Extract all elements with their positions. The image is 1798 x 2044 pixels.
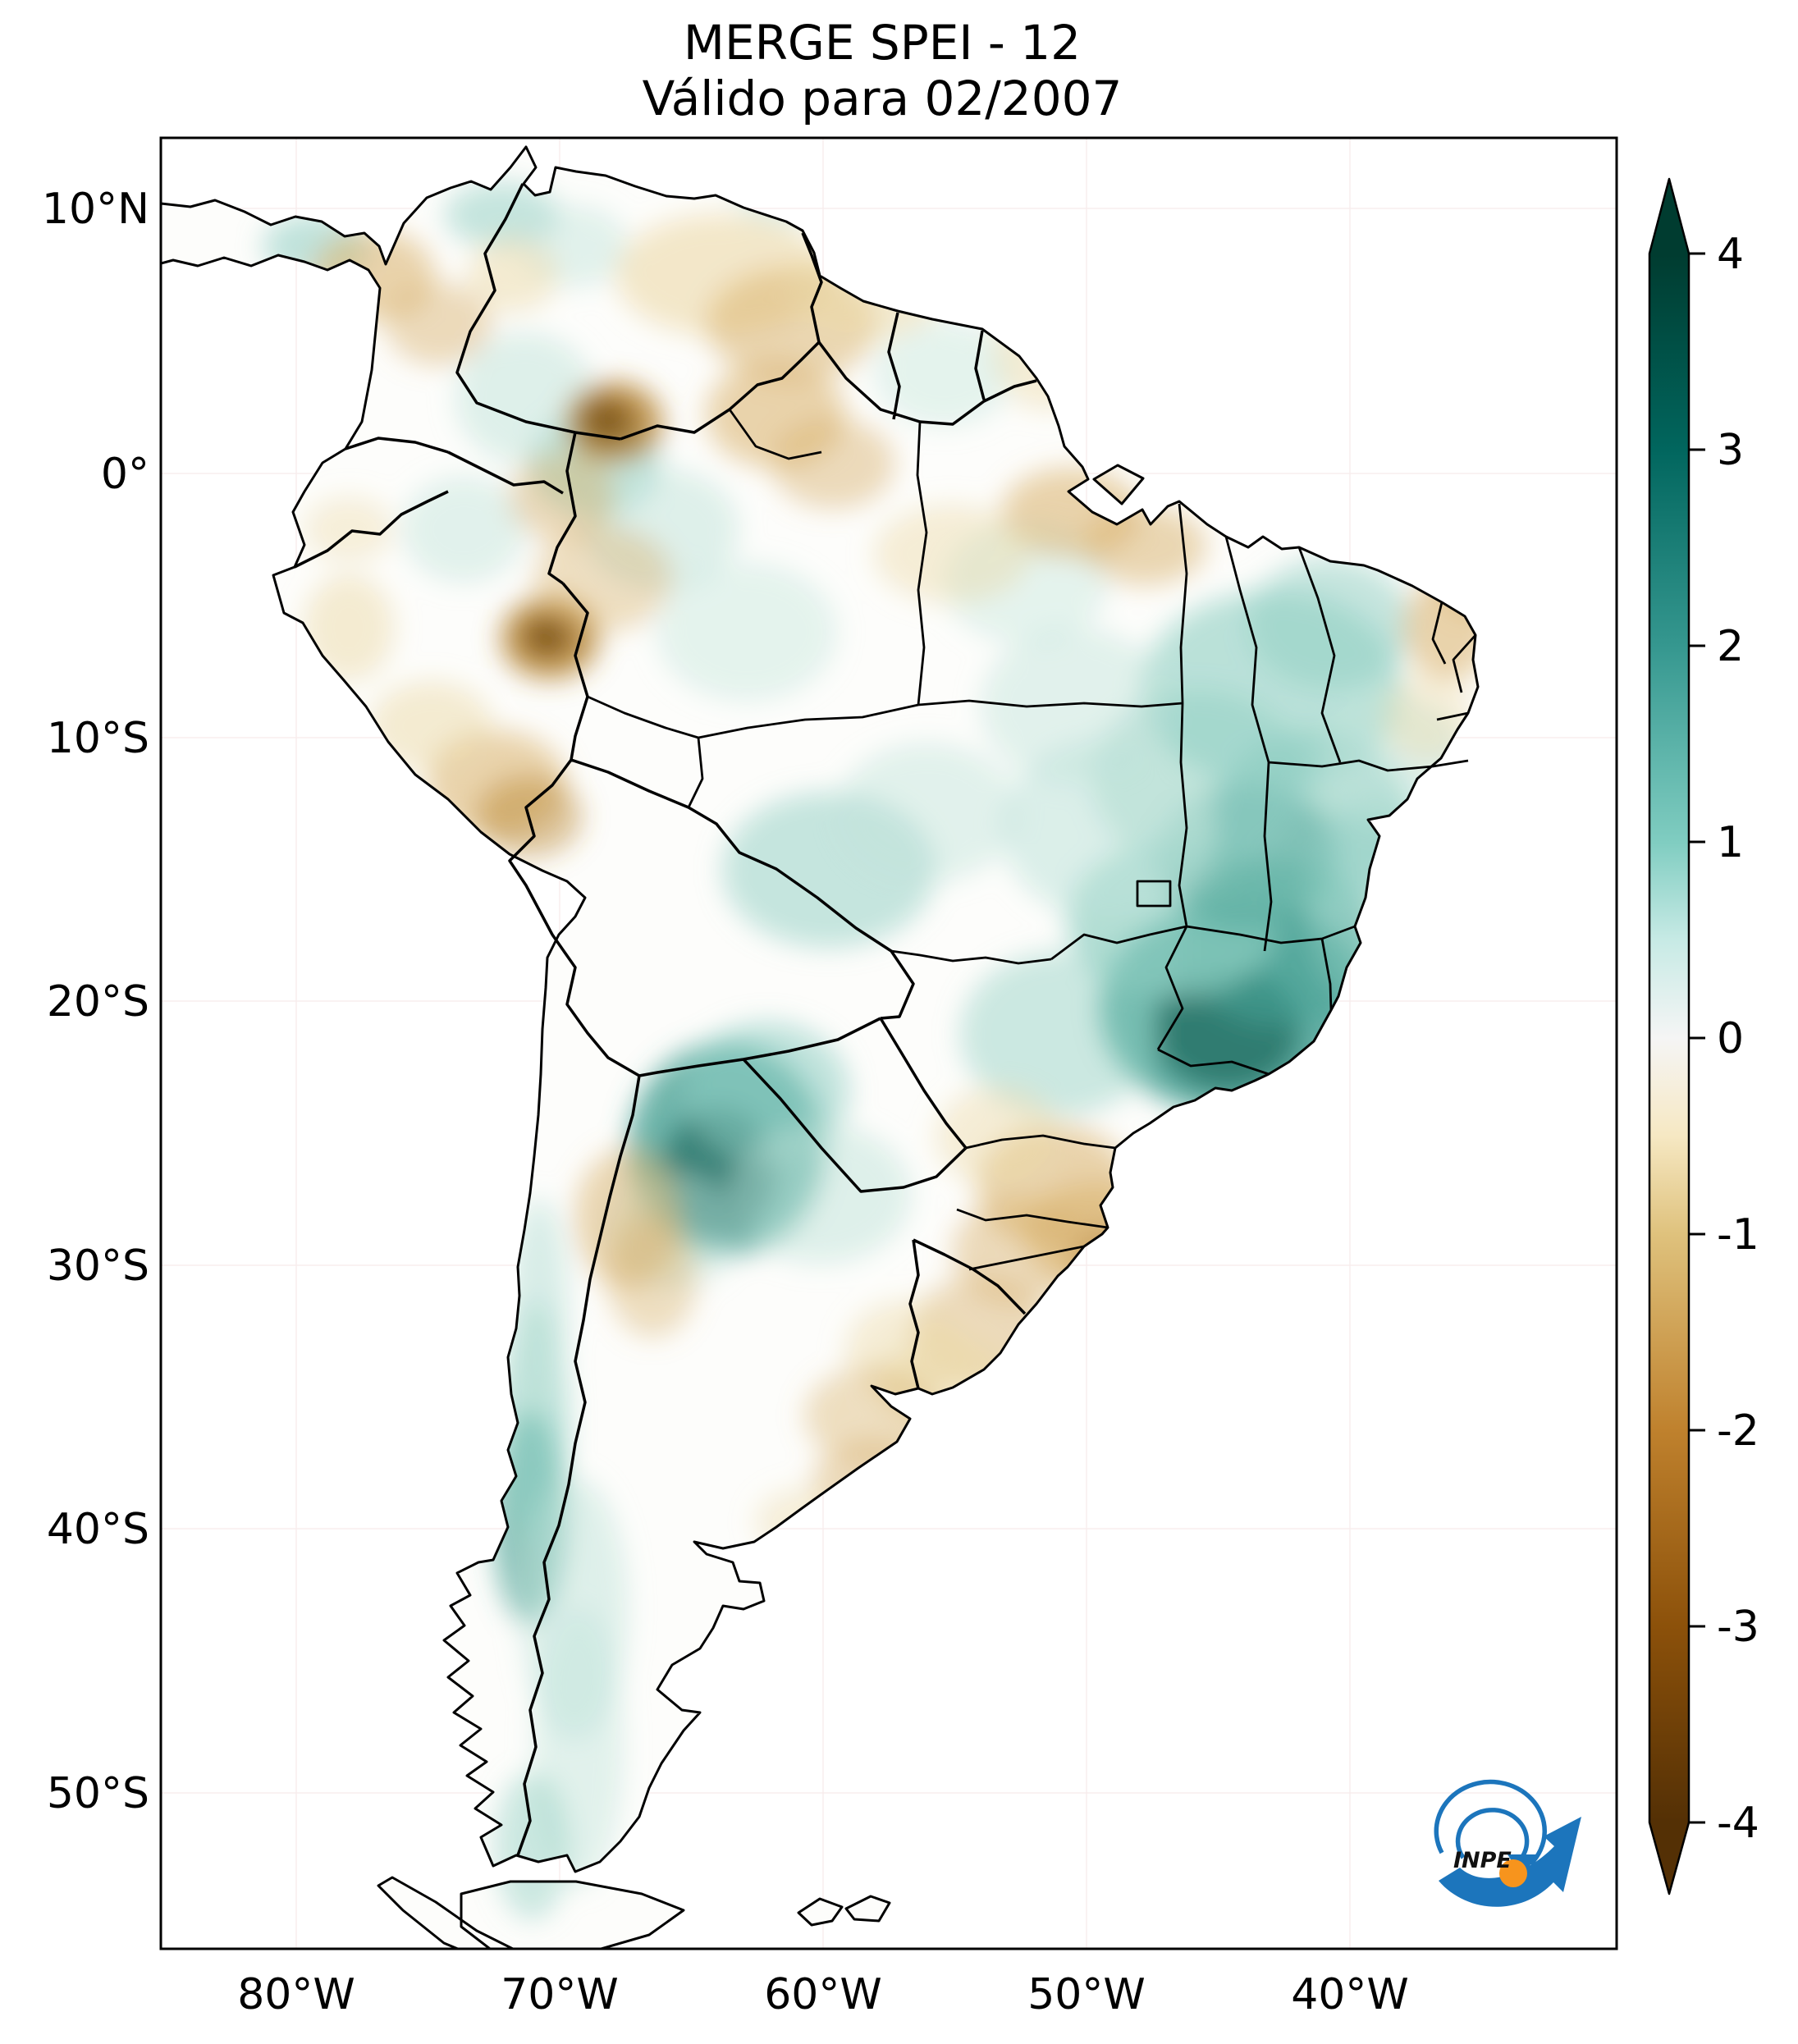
map-plot: [161, 138, 1617, 1949]
colorbar-tick-label-3: 3: [1717, 426, 1744, 475]
lat-tick-label-0: 0°: [101, 450, 149, 499]
inpe-logo-swoosh-arrow: [1439, 1817, 1581, 1907]
lat-tick-label-10s: 10°S: [47, 714, 149, 763]
figure-title: MERGE SPEI - 12: [684, 15, 1081, 71]
colorbar-tick-label-0: 0: [1717, 1014, 1744, 1063]
lat-axis: 10°N 0° 10°S 20°S 30°S 40°S 50°S: [42, 185, 149, 1818]
lon-tick-label-70w: 70°W: [501, 1970, 619, 2019]
colorbar-tick-label-m2: -2: [1717, 1406, 1759, 1456]
lat-tick-label-10n: 10°N: [42, 185, 149, 234]
inpe-logo-orange-ball: [1499, 1859, 1527, 1887]
colorbar-tick-label-m4: -4: [1717, 1799, 1759, 1848]
lon-tick-label-80w: 80°W: [237, 1970, 355, 2019]
lon-tick-label-40w: 40°W: [1291, 1970, 1409, 2019]
state-borders: [587, 409, 1477, 1271]
colorbar-tick-label-2: 2: [1717, 622, 1744, 671]
figure-subtitle: Válido para 02/2007: [643, 71, 1123, 126]
map-frame: [159, 136, 1618, 1950]
inpe-logo-text: INPE: [1453, 1848, 1512, 1873]
colorbar-tick-label-4: 4: [1717, 230, 1744, 279]
lat-tick-label-20s: 20°S: [47, 977, 149, 1027]
lon-axis: 80°W 70°W 60°W 50°W 40°W: [237, 1970, 1409, 2019]
lat-tick-label-30s: 30°S: [47, 1241, 149, 1291]
coastline: [161, 145, 1480, 1949]
colorbar-gradient: [1648, 177, 1690, 1895]
colorbar-tick-label-1: 1: [1717, 818, 1744, 867]
lon-tick-label-60w: 60°W: [764, 1970, 882, 2019]
colorbar-labels: 4 3 2 1 0 -1 -2 -3 -4: [1717, 230, 1759, 1848]
lat-tick-label-40s: 40°S: [47, 1505, 149, 1554]
colorbar-ticks: [1689, 252, 1705, 1824]
colorbar: 4 3 2 1 0 -1 -2 -3 -4: [1648, 177, 1759, 1895]
inpe-logo-orbit-outer: [1434, 1779, 1547, 1866]
country-borders: [294, 183, 1037, 1856]
inpe-logo: INPE: [1434, 1779, 1581, 1907]
colorbar-tick-label-m3: -3: [1717, 1603, 1759, 1652]
lat-tick-label-50s: 50°S: [47, 1769, 149, 1818]
inpe-logo-orbit-inner: [1455, 1808, 1530, 1863]
lon-tick-label-50w: 50°W: [1027, 1970, 1146, 2019]
colorbar-tick-label-m1: -1: [1717, 1210, 1759, 1260]
